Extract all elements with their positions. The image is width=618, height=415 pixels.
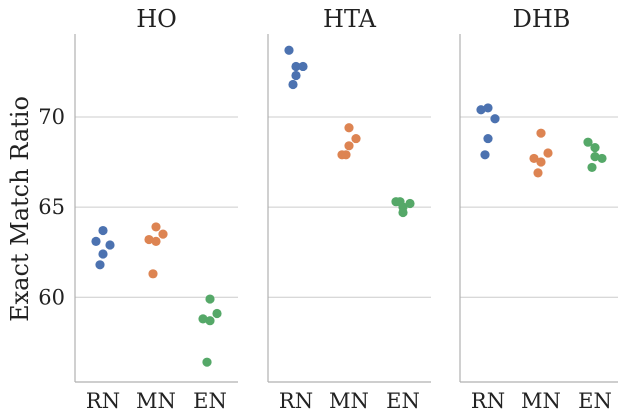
data-point	[590, 142, 600, 153]
data-point	[105, 240, 115, 250]
data-point	[198, 314, 208, 324]
data-point	[288, 79, 298, 90]
data-point	[284, 45, 294, 55]
data-point	[98, 225, 108, 236]
data-point	[341, 150, 351, 160]
data-point	[583, 137, 593, 147]
x-tick-label: RN	[279, 389, 313, 413]
data-point	[476, 105, 486, 115]
data-point	[205, 294, 215, 304]
panel-title: HTA	[323, 5, 377, 33]
y-tick-label: 65	[38, 195, 65, 219]
data-point	[590, 152, 600, 162]
data-point	[344, 123, 354, 133]
x-tick-label: EN	[193, 389, 227, 413]
data-point	[536, 128, 546, 138]
data-point	[291, 70, 301, 81]
y-axis-label: Exact Match Ratio	[6, 96, 34, 322]
data-point	[344, 141, 354, 151]
data-point	[597, 153, 607, 164]
data-point	[202, 357, 212, 367]
panel-title: HO	[136, 5, 177, 33]
data-point	[395, 197, 405, 207]
x-tick-label: RN	[471, 389, 505, 413]
data-point	[298, 61, 308, 72]
panel-hta: HTA RN MN EN	[267, 5, 431, 413]
x-tick-label: MN	[136, 389, 176, 413]
panels: HO 60 65 70 RN MN EN HTA RN MN EN DHB RN MN EN	[38, 5, 618, 413]
data-point	[158, 229, 168, 239]
data-point	[536, 157, 546, 167]
panel-ho: HO 60 65 70 RN MN EN	[38, 5, 238, 413]
x-tick-label: EN	[578, 389, 612, 413]
data-point	[291, 61, 301, 72]
y-tick-label: 60	[38, 285, 65, 309]
data-point	[480, 150, 490, 160]
x-tick-label: RN	[86, 389, 120, 413]
data-point	[483, 103, 493, 113]
data-point	[91, 236, 101, 246]
data-point	[490, 114, 500, 124]
data-point	[405, 198, 415, 209]
x-tick-label: MN	[521, 389, 561, 413]
x-tick-label: EN	[386, 389, 420, 413]
y-tick-label: 70	[38, 105, 65, 129]
data-point	[205, 316, 215, 326]
data-point	[529, 153, 539, 164]
data-point	[144, 234, 154, 245]
data-point	[543, 148, 553, 158]
data-point	[212, 308, 222, 319]
x-tick-label: MN	[329, 389, 369, 413]
data-point	[587, 162, 597, 173]
data-point	[95, 260, 105, 270]
panel-title: DHB	[513, 5, 571, 33]
panel-dhb: DHB RN MN EN	[459, 5, 618, 413]
data-point	[533, 168, 543, 178]
data-point	[351, 133, 361, 144]
data-point	[151, 236, 161, 246]
data-point	[398, 207, 408, 218]
data-point	[148, 269, 158, 279]
data-point	[151, 222, 161, 232]
data-point	[98, 249, 108, 259]
data-point	[483, 133, 493, 144]
